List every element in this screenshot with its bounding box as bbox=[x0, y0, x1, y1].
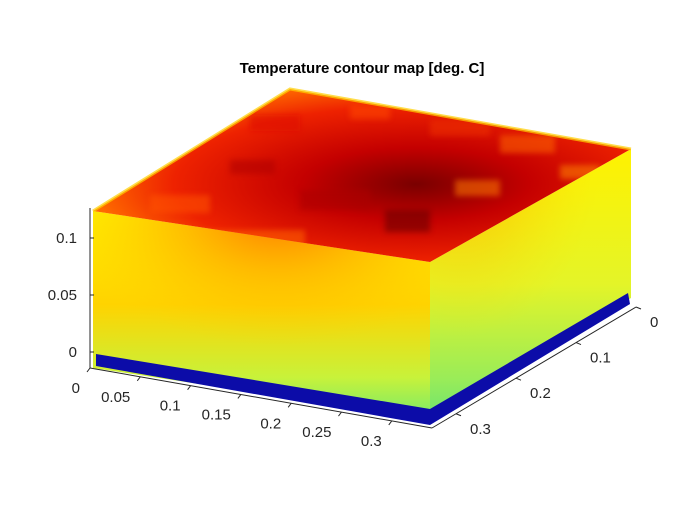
x-tick-label: 0.25 bbox=[302, 424, 331, 441]
top-face-surface bbox=[93, 89, 631, 262]
front-face-hotspot bbox=[93, 211, 430, 419]
z-tick-label: 0 bbox=[69, 344, 77, 361]
z-tick-label: 0.05 bbox=[48, 287, 77, 304]
top-rim bbox=[92, 87, 632, 213]
chart-title: Temperature contour map [deg. C] bbox=[240, 60, 485, 77]
y-axis-line bbox=[431, 306, 637, 429]
x-tick-label: 0.1 bbox=[160, 398, 181, 415]
x-tick-mark bbox=[287, 402, 292, 408]
z-axis-ticks: 0 0.05 0.1 bbox=[48, 230, 94, 361]
x-axis-ticks: 0 0.05 0.1 0.15 0.2 0.25 0.3 bbox=[72, 367, 393, 450]
x-tick-label: 0.05 bbox=[101, 389, 130, 406]
x-tick-label: 0.15 bbox=[202, 406, 231, 423]
y-tick-label: 0.3 bbox=[470, 421, 491, 438]
x-tick-label: 0 bbox=[72, 380, 80, 397]
y-tick-mark bbox=[635, 306, 642, 310]
z-tick-label: 0.1 bbox=[56, 230, 77, 247]
x-tick-mark bbox=[338, 411, 342, 417]
y-tick-mark bbox=[575, 342, 582, 346]
y-tick-label: 0 bbox=[650, 314, 658, 331]
x-tick-mark bbox=[86, 367, 91, 373]
y-tick-label: 0.1 bbox=[590, 350, 611, 367]
x-tick-mark bbox=[136, 376, 141, 382]
y-tick-label: 0.2 bbox=[530, 385, 551, 402]
x-tick-mark bbox=[388, 420, 393, 426]
x-tick-label: 0.3 bbox=[361, 433, 382, 450]
y-axis-ticks: 0 0.1 0.2 0.3 bbox=[455, 306, 658, 438]
y-tick-mark bbox=[515, 377, 522, 381]
side-face-hotspot bbox=[430, 149, 631, 419]
y-tick-mark bbox=[455, 413, 462, 417]
x-axis-line bbox=[89, 367, 433, 429]
x-tick-label: 0.2 bbox=[260, 415, 281, 432]
x-tick-mark bbox=[187, 385, 191, 390]
front-base-plate bbox=[96, 354, 430, 425]
x-tick-mark bbox=[237, 394, 242, 399]
side-base-plate bbox=[430, 293, 630, 425]
